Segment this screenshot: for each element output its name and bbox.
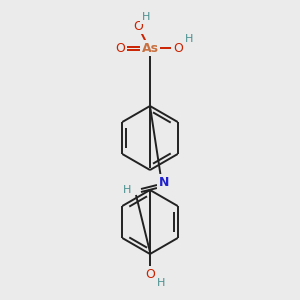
Text: H: H <box>142 12 150 22</box>
Text: O: O <box>145 268 155 281</box>
Text: N: N <box>159 176 169 188</box>
Text: O: O <box>133 20 143 32</box>
Text: H: H <box>157 278 165 288</box>
Text: O: O <box>173 41 183 55</box>
Text: H: H <box>123 185 131 195</box>
Text: As: As <box>142 41 158 55</box>
Text: O: O <box>115 41 125 55</box>
Text: H: H <box>185 34 193 44</box>
